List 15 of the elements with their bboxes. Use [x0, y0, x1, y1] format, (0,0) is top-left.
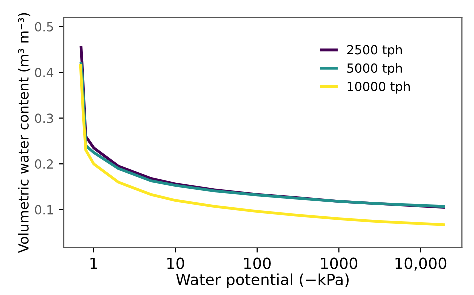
legend-label: 2500 tph — [348, 45, 402, 58]
x-tick-label: 1000 — [321, 258, 358, 270]
x-tick-label: 10,000 — [396, 258, 447, 271]
x-tick-label: 10 — [168, 258, 184, 270]
y-axis-title: Volumetric water content (m³ m⁻³) — [18, 13, 31, 254]
y-tick-label: 0.2 — [35, 160, 54, 170]
legend-label: 10000 tph — [348, 82, 410, 94]
x-tick-label: 1 — [90, 258, 98, 270]
y-tick-label: 0.4 — [35, 68, 54, 78]
x-axis-title: Water potential (−kPa) — [176, 274, 349, 288]
y-tick-label: 0.1 — [35, 205, 54, 215]
x-tick-label: 100 — [244, 258, 271, 270]
y-tick-label: 0.5 — [35, 22, 54, 32]
legend-label: 5000 tph — [348, 63, 402, 76]
y-tick-label: 0.3 — [35, 114, 54, 124]
